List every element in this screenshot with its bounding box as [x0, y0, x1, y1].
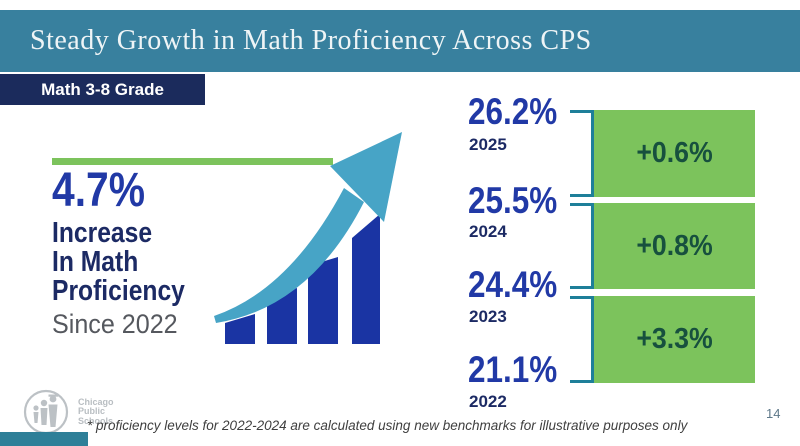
percent-label-2022: 21.1%: [468, 349, 558, 390]
stat-line-3: Proficiency: [52, 275, 185, 307]
delta-value-2: +0.8%: [636, 229, 713, 262]
stat-value: 4.7%: [52, 164, 145, 217]
arrow-head-icon: [330, 132, 402, 222]
delta-bracket-2: [570, 203, 594, 289]
cps-logo-icon: [23, 389, 69, 435]
cps-logo: Chicago Public Schools: [20, 387, 114, 437]
delta-value-3: +3.3%: [636, 323, 713, 355]
percent-label-2023: 24.4%: [468, 264, 558, 305]
stat-line-2: In Math: [52, 246, 139, 278]
stat-subtitle: Since 2022: [52, 309, 178, 339]
delta-box-1: +0.6%: [594, 110, 755, 197]
year-label-2024: 2024: [469, 222, 507, 241]
title-bar: Steady Growth in Math Proficiency Across…: [0, 10, 800, 72]
family-figures-icon: [33, 394, 58, 427]
bar-icon-4: [352, 214, 380, 344]
percent-label-2025: 26.2%: [468, 91, 558, 132]
bar-icon-1: [225, 314, 255, 344]
year-label-2025: 2025: [469, 135, 507, 154]
stat-line-1: Increase: [52, 217, 153, 249]
grade-badge-label: Math 3-8 Grade: [41, 79, 164, 99]
year-label-2022: 2022: [469, 392, 507, 411]
delta-value-1: +0.6%: [636, 137, 713, 169]
delta-bracket-3: [570, 296, 594, 383]
year-label-2023: 2023: [469, 307, 507, 326]
delta-bracket-1: [570, 110, 594, 197]
delta-box-3: +3.3%: [594, 296, 755, 383]
highlight-underline: [52, 158, 333, 165]
slide-title: Steady Growth in Math Proficiency Across…: [30, 25, 592, 56]
grade-badge: Math 3-8 Grade: [0, 74, 205, 105]
footnote: * proficiency levels for 2022-2024 are c…: [87, 418, 688, 433]
logo-text: Chicago Public Schools: [78, 396, 114, 426]
growth-arrow-bars-icon: [214, 132, 402, 344]
bottom-accent-bar: [0, 432, 88, 446]
arrow-swoosh-icon: [214, 188, 364, 323]
bar-icon-3: [308, 257, 338, 344]
delta-box-2: +0.8%: [594, 203, 755, 289]
percent-label-2024: 25.5%: [468, 180, 558, 221]
stat-caption: Increase In Math Proficiency: [52, 219, 208, 306]
page-number: 14: [766, 406, 781, 421]
